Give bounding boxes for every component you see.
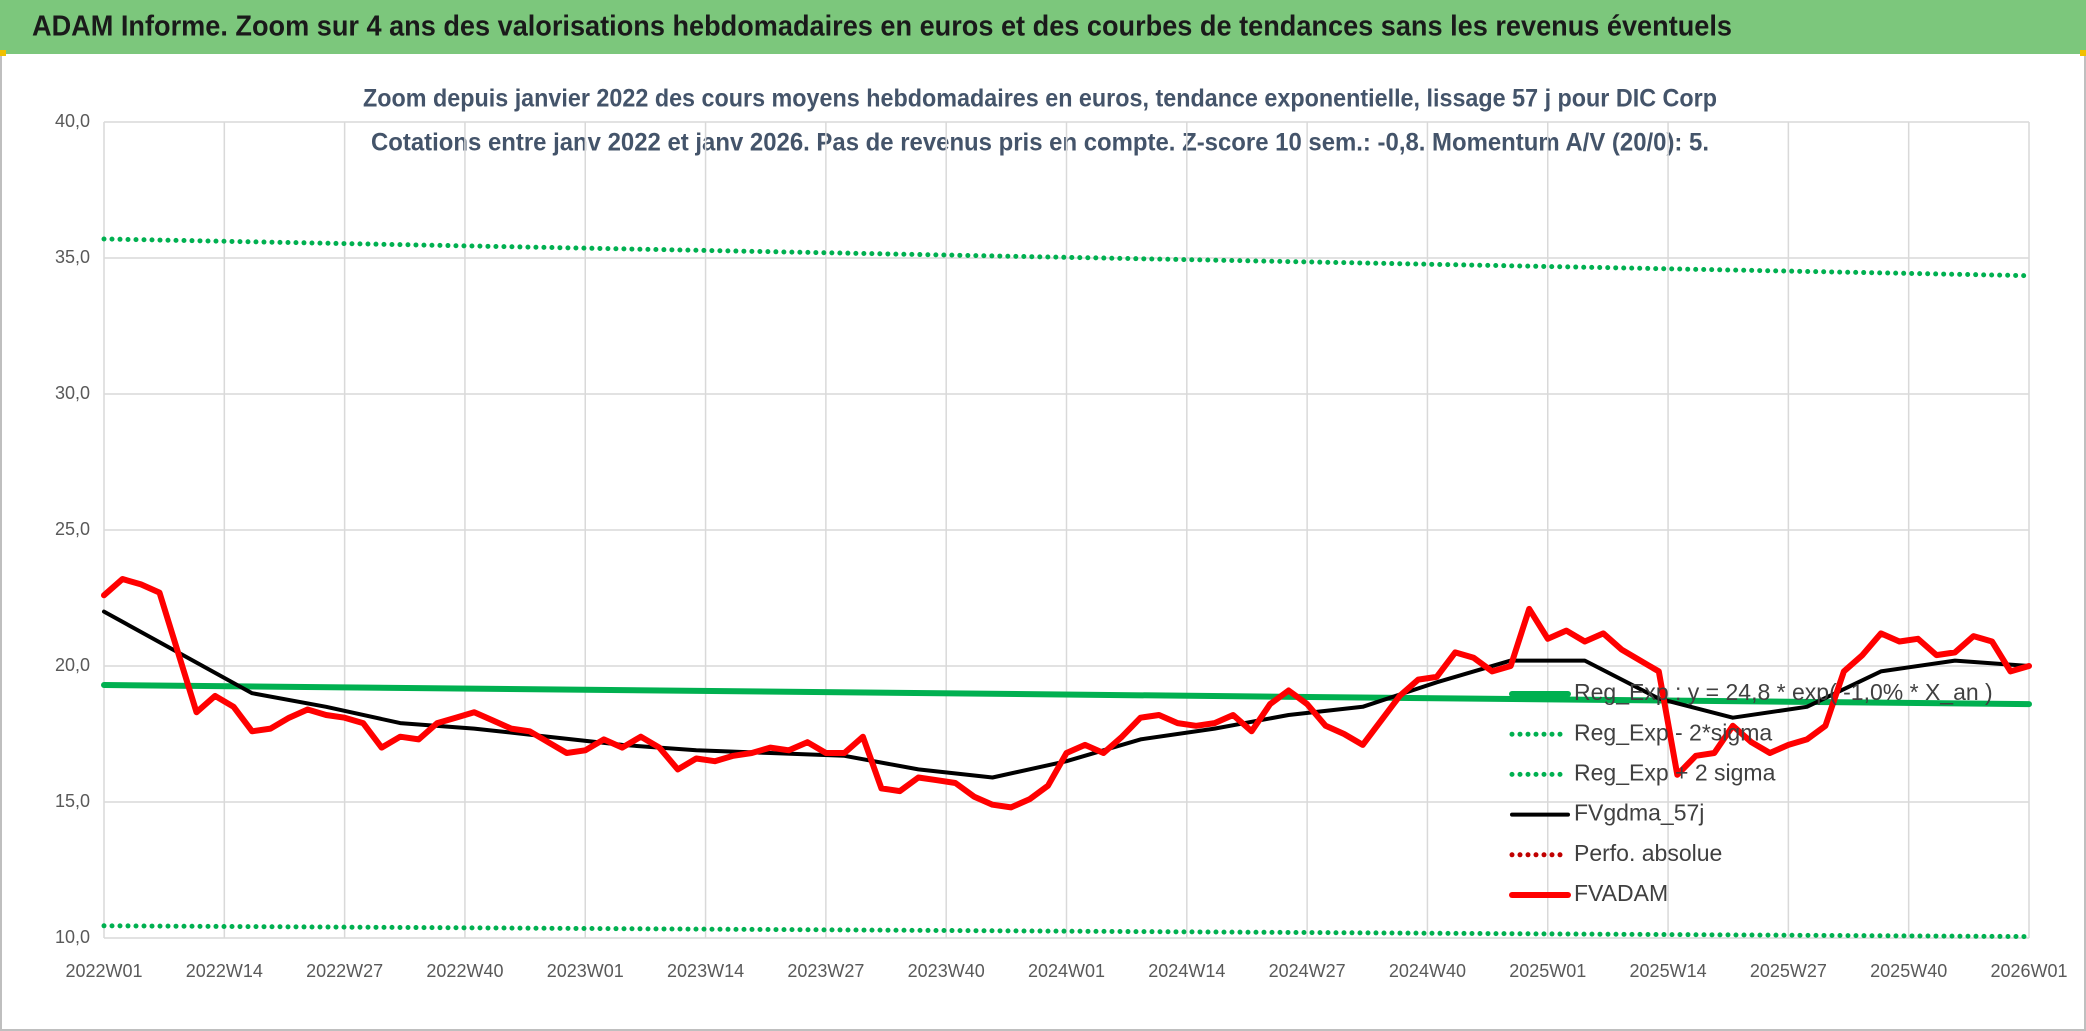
x-tick-label: 2023W01 — [547, 961, 624, 981]
y-tick-label: 15,0 — [55, 791, 90, 811]
x-tick-label: 2026W01 — [1990, 961, 2067, 981]
x-tick-label: 2025W27 — [1750, 961, 1827, 981]
grid: 10,0 15,0 20,0 25,0 30,0 35,0 40,0 2022W01 2022W… — [55, 111, 2068, 981]
series-line — [101, 236, 2032, 279]
x-tick-label: 2025W40 — [1870, 961, 1947, 981]
x-tick-label: 2024W01 — [1028, 961, 1105, 981]
x-tick-label: 2022W40 — [426, 961, 503, 981]
series-line — [101, 923, 2032, 940]
x-tick-label: 2024W27 — [1269, 961, 1346, 981]
y-tick-label: 40,0 — [55, 111, 90, 131]
plot-area — [101, 236, 2032, 940]
x-tick-label: 2024W14 — [1148, 961, 1225, 981]
y-tick-label: 10,0 — [55, 927, 90, 947]
x-tick-label: 2023W40 — [908, 961, 985, 981]
header-title: ADAM Informe. Zoom sur 4 ans des valoris… — [32, 11, 1732, 43]
legend-label: Reg_Exp - 2*sigma — [1574, 719, 1772, 745]
x-tick-label: 2025W01 — [1509, 961, 1586, 981]
corner-accent — [0, 50, 6, 56]
legend-label: FVgdma_57j — [1574, 800, 1704, 826]
legend: Reg_Exp : y = 24,8 * exp( -1,0% * X_an )… — [1509, 679, 1993, 906]
series-line — [102, 609, 2031, 780]
subtitle: Cotations entre janv 2022 et janv 2026. … — [371, 129, 1709, 157]
legend-label: Reg_Exp + 2 sigma — [1574, 759, 1776, 785]
legend-label: Perfo. absolue — [1574, 840, 1722, 866]
series-line — [101, 576, 2032, 811]
x-tick-label: 2022W01 — [65, 961, 142, 981]
y-tick-label: 20,0 — [55, 655, 90, 675]
legend-label: FVADAM — [1574, 880, 1668, 906]
x-tick-label: 2024W40 — [1389, 961, 1466, 981]
legend-label: Reg_Exp : y = 24,8 * exp( -1,0% * X_an ) — [1574, 679, 1993, 705]
corner-accent — [2080, 50, 2086, 56]
x-tick-label: 2022W14 — [186, 961, 263, 981]
y-tick-label: 35,0 — [55, 247, 90, 267]
x-tick-label: 2025W14 — [1630, 961, 1707, 981]
series-line — [101, 682, 2032, 708]
x-tick-label: 2023W27 — [787, 961, 864, 981]
x-tick-label: 2022W27 — [306, 961, 383, 981]
y-tick-label: 25,0 — [55, 519, 90, 539]
header-bar — [0, 0, 2086, 54]
y-tick-label: 30,0 — [55, 383, 90, 403]
x-tick-label: 2023W14 — [667, 961, 744, 981]
subtitle: Zoom depuis janvier 2022 des cours moyen… — [363, 85, 1717, 113]
